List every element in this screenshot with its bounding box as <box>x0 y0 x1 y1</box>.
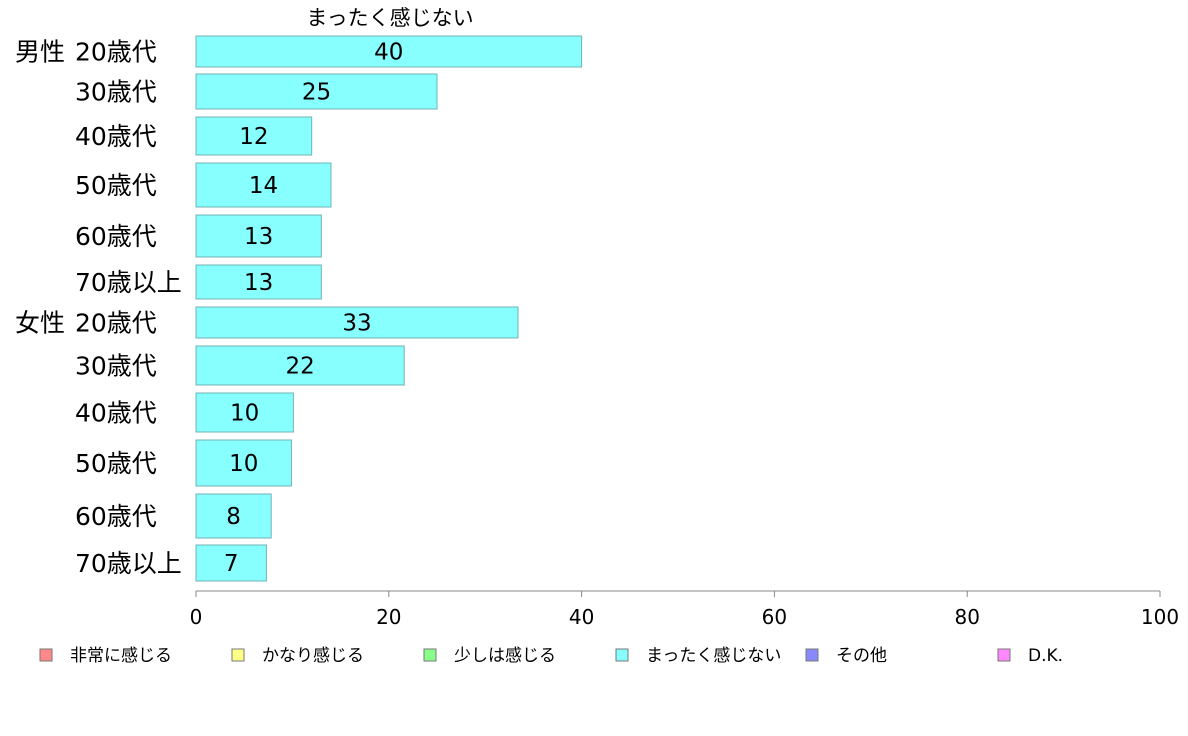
x-tick-label: 80 <box>954 605 979 629</box>
bar <box>195 306 519 339</box>
bar <box>195 345 405 386</box>
y-axis-labels: 20歳代 30歳代 40歳代 50歳代 60歳代 70歳以上 20歳代 30歳代 40歳代 50歳… <box>15 38 182 579</box>
bar <box>195 73 438 110</box>
bar <box>195 392 294 433</box>
x-axis: 0 20 40 60 80 100 <box>190 590 1179 629</box>
chart-title: まったく感じない <box>306 6 473 30</box>
category-label: 40歳代 <box>75 122 157 151</box>
category-label: 40歳代 <box>75 399 157 428</box>
legend-swatch <box>231 648 245 662</box>
category-label: 50歳代 <box>75 449 157 478</box>
legend-swatch <box>39 648 53 662</box>
category-label: 60歳代 <box>75 222 157 251</box>
bar <box>195 544 267 582</box>
category-label: 70歳以上 <box>75 549 182 578</box>
category-label: 70歳以上 <box>75 268 182 297</box>
bar-value-label: 12 <box>239 124 268 150</box>
category-label: 30歳代 <box>75 78 157 107</box>
bar-value-label: 25 <box>302 80 331 106</box>
x-tick-label: 100 <box>1141 605 1179 629</box>
x-tick-label: 0 <box>190 605 203 629</box>
bar-value-label: 14 <box>249 173 278 199</box>
legend-swatch <box>805 648 819 662</box>
bar <box>195 493 272 539</box>
bar-value-label: 10 <box>230 401 259 427</box>
legend-label: その他 <box>836 646 887 666</box>
category-label: 60歳代 <box>75 502 157 531</box>
bar-value-label: 7 <box>224 551 239 577</box>
bar-value-label: 33 <box>342 311 371 337</box>
legend-label: D.K. <box>1028 646 1063 666</box>
bar-value-label: 22 <box>285 354 314 380</box>
bar-value-label: 10 <box>229 451 258 477</box>
x-tick-label: 20 <box>376 605 401 629</box>
bar <box>195 214 322 258</box>
group-label: 男性 <box>15 38 65 67</box>
bars: 40 25 12 14 13 13 33 22 10 10 8 7 <box>195 35 583 582</box>
bar <box>195 162 332 208</box>
legend: 非常に感じる かなり感じる 少しは感じる まったく感じない その他 D.K. <box>39 646 1063 666</box>
legend-swatch <box>615 648 629 662</box>
x-tick-label: 40 <box>569 605 594 629</box>
legend-label: かなり感じる <box>262 646 364 666</box>
legend-label: 非常に感じる <box>70 646 172 666</box>
bar <box>195 35 583 68</box>
bar-value-label: 8 <box>226 504 241 530</box>
category-label: 30歳代 <box>75 352 157 381</box>
category-label: 50歳代 <box>75 171 157 200</box>
legend-label: まったく感じない <box>646 646 781 666</box>
legend-swatch <box>997 648 1011 662</box>
legend-swatch <box>423 648 437 662</box>
x-tick-label: 60 <box>762 605 787 629</box>
bar-value-label: 13 <box>244 270 273 296</box>
bar-value-label: 13 <box>244 224 273 250</box>
category-label: 20歳代 <box>75 309 157 338</box>
bar <box>195 439 292 487</box>
bar-value-label: 40 <box>374 40 403 66</box>
group-label: 女性 <box>15 309 65 338</box>
legend-label: 少しは感じる <box>454 646 556 666</box>
category-label: 20歳代 <box>75 38 157 67</box>
bar <box>195 264 322 300</box>
bar <box>195 116 313 156</box>
